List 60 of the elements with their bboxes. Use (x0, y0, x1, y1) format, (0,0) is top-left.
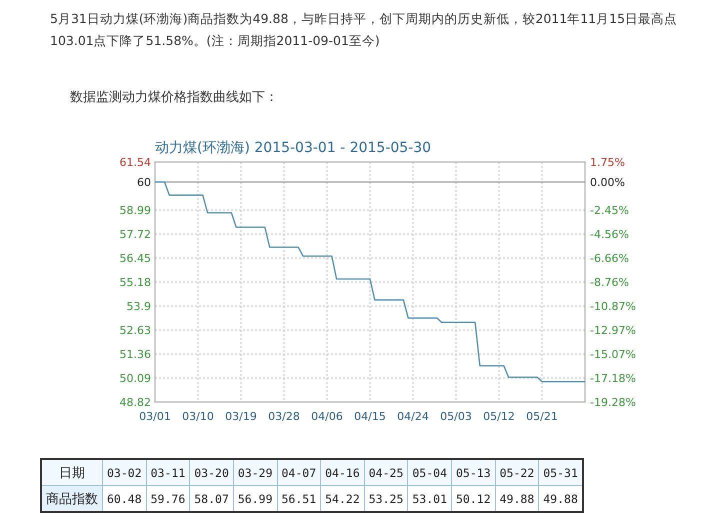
category-label: 04-16 (320, 459, 364, 486)
data-label: 53.25 (364, 486, 408, 512)
text: 日期 (41, 459, 102, 486)
chart-title: 动力煤(环渤海) 2015-03-01 - 2015-05-30 (155, 140, 432, 156)
y-tick-label: 48.82 (120, 396, 151, 409)
data-label: 49.88 (495, 486, 539, 512)
line-series (154, 181, 586, 382)
x-tick-label: 03/10 (182, 410, 214, 423)
y-tick-label: 52.63 (120, 324, 151, 338)
y2-tick-label: -2.45% (590, 204, 629, 217)
x-tick-label: 04/06 (311, 410, 343, 423)
text: 5月31日动力煤(环渤海)商品指数为49.88，与昨日持平，创下周期内的历史新低，较2011年11月15日最高点103.01点下降了51.58%。(注：周期指2011-09-01至今) (50, 10, 678, 50)
data-label: 50.12 (452, 486, 496, 512)
ref-line-label: 60 (137, 176, 151, 189)
x-tick-label: 05/12 (483, 410, 515, 423)
y-tick-label: 57.72 (120, 228, 151, 242)
category-label: 03-02 (102, 459, 146, 486)
y2-tick-label: -12.97% (590, 324, 636, 337)
y2-tick-label: -15.07% (590, 348, 636, 361)
category-label: 03-11 (146, 459, 190, 486)
x-tick-label: 05/21 (526, 410, 558, 423)
y-tick-label: 51.36 (120, 348, 151, 362)
data-label: 60.48 (102, 486, 146, 512)
x-tick-label: 04/15 (354, 410, 386, 423)
y-tick-label: 55.18 (120, 276, 151, 289)
y2-tick-label: 1.75% (590, 156, 625, 169)
data-label: 49.88 (538, 486, 583, 512)
category-label: 05-13 (452, 459, 496, 486)
x-tick-label: 04/24 (397, 410, 429, 423)
category-label: 04-07 (277, 459, 321, 486)
data-label: 59.76 (146, 486, 190, 512)
data-label: 56.99 (233, 486, 277, 512)
data-label: 54.22 (320, 486, 364, 512)
x-tick-label: 03/01 (139, 410, 171, 423)
category-label: 05-22 (495, 459, 539, 486)
category-label: 05-04 (408, 459, 452, 486)
y-tick-label: 61.54 (120, 156, 151, 169)
x-tick-label: 03/19 (225, 410, 257, 423)
y-tick-label: 53.9 (126, 300, 151, 314)
y2-tick-label: -4.56% (590, 228, 629, 242)
text: 数据监测动力煤价格指数曲线如下： (70, 89, 278, 106)
y-tick-label: 56.45 (120, 252, 151, 266)
y2-tick-label: 0.00% (590, 176, 625, 189)
data-label: 56.51 (277, 486, 321, 512)
y-tick-label: 58.99 (120, 204, 151, 218)
text: 商品指数 (41, 486, 102, 512)
y2-tick-label: -17.18% (590, 372, 636, 386)
x-tick-label: 03/28 (268, 410, 300, 423)
category-label: 04-25 (364, 459, 408, 486)
y2-tick-label: -6.66% (590, 252, 629, 265)
y2-tick-label: -8.76% (590, 276, 629, 289)
data-label: 53.01 (408, 486, 452, 512)
y-tick-label: 50.09 (120, 372, 151, 386)
category-label: 03-20 (190, 459, 234, 486)
y2-tick-label: -10.87% (590, 300, 636, 314)
category-label: 05-31 (538, 459, 583, 486)
x-tick-label: 05/03 (440, 410, 472, 423)
data-label: 58.07 (190, 486, 234, 512)
category-label: 03-29 (233, 459, 277, 486)
y2-tick-label: -19.28% (590, 396, 636, 409)
